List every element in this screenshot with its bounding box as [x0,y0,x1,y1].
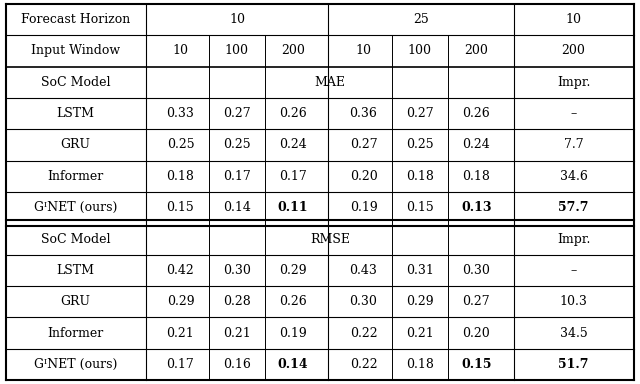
Text: GᴵNET (ours): GᴵNET (ours) [34,358,117,371]
Text: 0.43: 0.43 [349,264,378,277]
Text: Impr.: Impr. [557,76,591,89]
Text: GRU: GRU [61,295,90,308]
Text: 10: 10 [229,13,245,26]
Text: SoC Model: SoC Model [41,76,110,89]
Text: Informer: Informer [47,327,104,339]
Text: 0.22: 0.22 [349,327,378,339]
Text: 0.27: 0.27 [406,107,434,120]
Text: 0.26: 0.26 [279,295,307,308]
Text: 0.14: 0.14 [223,201,251,214]
Text: 0.15: 0.15 [166,201,195,214]
Text: 0.15: 0.15 [406,201,434,214]
Text: 200: 200 [281,45,305,57]
Text: 0.25: 0.25 [166,139,195,151]
Text: 0.33: 0.33 [166,107,195,120]
Text: 10: 10 [173,45,188,57]
Text: 0.25: 0.25 [223,139,251,151]
Text: 0.30: 0.30 [462,264,490,277]
Text: 0.21: 0.21 [223,327,251,339]
Text: 25: 25 [413,13,429,26]
Text: 0.11: 0.11 [278,201,308,214]
Text: 0.27: 0.27 [462,295,490,308]
Text: 0.18: 0.18 [406,358,434,371]
Text: 0.17: 0.17 [279,170,307,183]
Text: 0.29: 0.29 [166,295,195,308]
Text: MAE: MAE [314,76,346,89]
Text: LSTM: LSTM [56,264,95,277]
Text: 0.19: 0.19 [349,201,378,214]
Text: 51.7: 51.7 [558,358,589,371]
Text: GRU: GRU [61,139,90,151]
Text: 0.20: 0.20 [462,327,490,339]
Text: 0.18: 0.18 [406,170,434,183]
Text: 200: 200 [464,45,488,57]
Text: 10.3: 10.3 [559,295,588,308]
Text: 0.24: 0.24 [462,139,490,151]
Text: 0.30: 0.30 [349,295,378,308]
Text: 0.21: 0.21 [406,327,434,339]
Text: 0.19: 0.19 [279,327,307,339]
Text: 100: 100 [408,45,432,57]
Text: 7.7: 7.7 [564,139,583,151]
Text: 0.29: 0.29 [406,295,434,308]
Text: 0.17: 0.17 [166,358,195,371]
Text: –: – [570,264,577,277]
Text: 0.27: 0.27 [349,139,378,151]
Text: 0.27: 0.27 [223,107,251,120]
Text: 0.36: 0.36 [349,107,378,120]
Text: 0.31: 0.31 [406,264,434,277]
Text: 0.16: 0.16 [223,358,251,371]
Text: –: – [570,107,577,120]
Text: 0.20: 0.20 [349,170,378,183]
Text: Informer: Informer [47,170,104,183]
Text: 0.28: 0.28 [223,295,251,308]
Text: 0.26: 0.26 [279,107,307,120]
Text: 200: 200 [561,45,586,57]
Text: 0.18: 0.18 [166,170,195,183]
Text: 10: 10 [356,45,371,57]
Text: 34.5: 34.5 [559,327,588,339]
Text: 100: 100 [225,45,249,57]
Text: 0.24: 0.24 [279,139,307,151]
Text: 0.25: 0.25 [406,139,434,151]
Text: 0.29: 0.29 [279,264,307,277]
Text: 34.6: 34.6 [559,170,588,183]
Text: 0.42: 0.42 [166,264,195,277]
Text: Forecast Horizon: Forecast Horizon [21,13,130,26]
Text: Impr.: Impr. [557,233,591,245]
Text: 57.7: 57.7 [558,201,589,214]
Text: SoC Model: SoC Model [41,233,110,245]
Text: Input Window: Input Window [31,45,120,57]
Text: 0.30: 0.30 [223,264,251,277]
Text: 0.17: 0.17 [223,170,251,183]
Text: 0.22: 0.22 [349,358,378,371]
Text: RMSE: RMSE [310,233,350,245]
Text: 0.21: 0.21 [166,327,195,339]
Text: LSTM: LSTM [56,107,95,120]
Text: 0.13: 0.13 [461,201,492,214]
Text: 0.26: 0.26 [462,107,490,120]
Text: 10: 10 [566,13,582,26]
Text: GᴵNET (ours): GᴵNET (ours) [34,201,117,214]
Text: 0.14: 0.14 [278,358,308,371]
Text: 0.18: 0.18 [462,170,490,183]
Text: 0.15: 0.15 [461,358,492,371]
